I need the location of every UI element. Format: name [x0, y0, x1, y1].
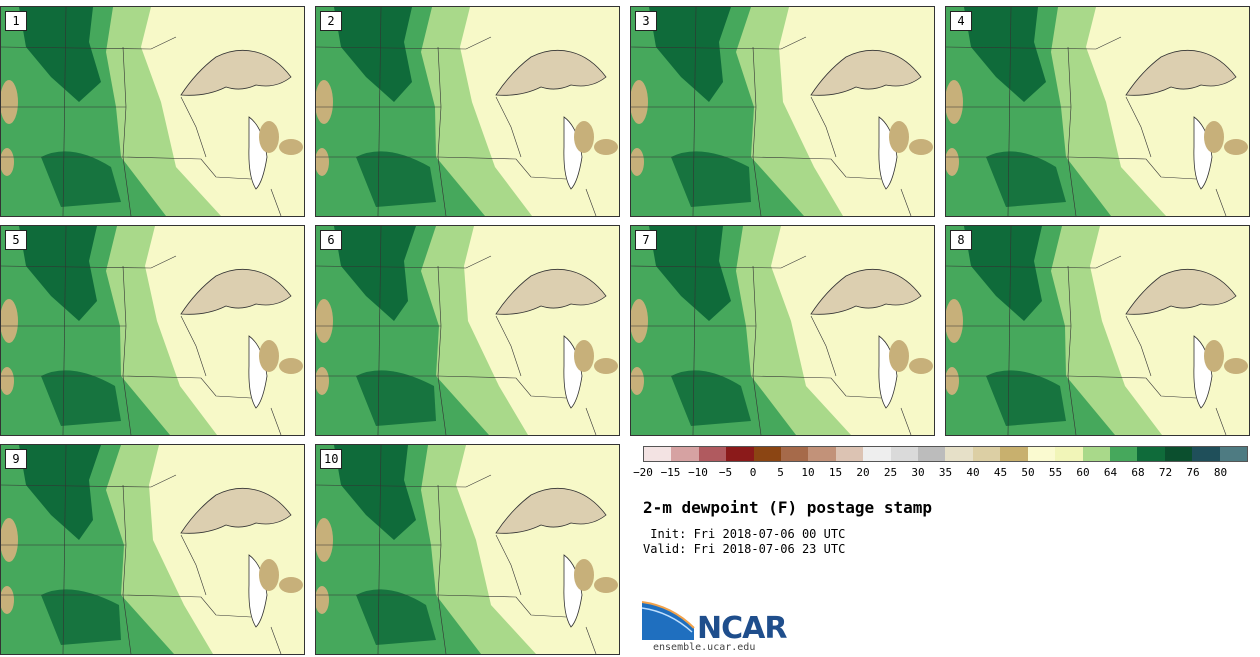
member-label-10: 10	[320, 449, 343, 469]
colorbar-tick-7: 15	[828, 466, 843, 479]
colorbar-tick-0: −20	[633, 466, 653, 479]
dewpoint-map	[316, 445, 619, 654]
colorbar-swatch-5	[781, 447, 809, 461]
member-label-3: 3	[635, 11, 657, 31]
colorbar-ticks: −20 −15 −10 −5 0 5 10 15 20 25 30 35 40 45 50 55 60 64 68 7…	[633, 466, 1248, 480]
dewpoint-map	[1, 226, 304, 435]
member-label-2: 2	[320, 11, 342, 31]
colorbar-tick-20: 76	[1186, 466, 1200, 479]
colorbar-swatch-16	[1082, 447, 1110, 461]
colorbar	[643, 446, 1248, 462]
member-panel-9: 9	[0, 444, 305, 655]
colorbar-swatch-11	[945, 447, 973, 461]
member-label-6: 6	[320, 230, 342, 250]
colorbar-swatch-17	[1109, 447, 1138, 461]
dewpoint-map	[1, 445, 304, 654]
colorbar-tick-10: 30	[911, 466, 925, 479]
colorbar-tick-11: 35	[938, 466, 953, 479]
valid-time: Valid: Fri 2018-07-06 23 UTC	[643, 542, 846, 556]
colorbar-tick-1: −15	[660, 466, 681, 479]
colorbar-tick-12: 40	[966, 466, 980, 479]
member-panel-3: 3	[630, 6, 935, 217]
colorbar-swatch-15	[1055, 447, 1083, 461]
colorbar-tick-2: −10	[688, 466, 708, 479]
colorbar-tick-5: 5	[777, 466, 784, 479]
colorbar-swatch-6	[808, 447, 836, 461]
colorbar-swatch-21	[1219, 447, 1247, 461]
member-panel-8: 8	[945, 225, 1250, 436]
colorbar-tick-21: 80	[1213, 466, 1228, 479]
dewpoint-map	[946, 7, 1249, 216]
ncar-wordmark: NCAR	[697, 611, 787, 646]
colorbar-tick-14: 50	[1021, 466, 1035, 479]
colorbar-tick-15: 55	[1048, 466, 1063, 479]
ncar-logo-icon	[642, 601, 695, 640]
dewpoint-map	[316, 7, 619, 216]
colorbar-swatch-12	[972, 447, 1001, 461]
colorbar-tick-17: 64	[1103, 466, 1118, 479]
colorbar-swatch-19	[1164, 447, 1193, 461]
member-panel-7: 7	[630, 225, 935, 436]
member-label-8: 8	[950, 230, 972, 250]
member-panel-10: 10	[315, 444, 620, 655]
colorbar-swatch-8	[863, 447, 891, 461]
colorbar-swatch-9	[890, 447, 919, 461]
logo-url: ensemble.ucar.edu	[653, 642, 756, 653]
member-label-5: 5	[5, 230, 27, 250]
colorbar-swatch-3	[726, 447, 754, 461]
member-label-7: 7	[635, 230, 657, 250]
member-panel-4: 4	[945, 6, 1250, 217]
dewpoint-map	[946, 226, 1249, 435]
colorbar-tick-9: 25	[883, 466, 898, 479]
colorbar-swatch-13	[1000, 447, 1028, 461]
member-panel-5: 5	[0, 225, 305, 436]
colorbar-tick-3: −5	[718, 466, 733, 479]
member-panel-2: 2	[315, 6, 620, 217]
colorbar-swatch-2	[698, 447, 727, 461]
colorbar-swatch-20	[1192, 447, 1220, 461]
colorbar-swatch-4	[753, 447, 782, 461]
member-label-9: 9	[5, 449, 27, 469]
colorbar-tick-19: 72	[1158, 466, 1173, 479]
init-time: Init: Fri 2018-07-06 00 UTC	[643, 527, 846, 541]
colorbar-tick-4: 0	[749, 466, 757, 479]
colorbar-swatch-0	[644, 447, 672, 461]
colorbar-swatch-10	[918, 447, 946, 461]
dewpoint-map	[1, 7, 304, 216]
colorbar-swatch-18	[1137, 447, 1165, 461]
colorbar-tick-16: 60	[1076, 466, 1090, 479]
colorbar-tick-8: 20	[856, 466, 870, 479]
colorbar-swatch-7	[835, 447, 864, 461]
colorbar-swatch-14	[1027, 447, 1056, 461]
dewpoint-map	[631, 226, 934, 435]
dewpoint-map	[631, 7, 934, 216]
member-panel-6: 6	[315, 225, 620, 436]
colorbar-swatch-1	[671, 447, 699, 461]
colorbar-tick-13: 45	[993, 466, 1008, 479]
colorbar-tick-18: 68	[1131, 466, 1145, 479]
member-label-4: 4	[950, 11, 972, 31]
dewpoint-map	[316, 226, 619, 435]
chart-title: 2-m dewpoint (F) postage stamp	[643, 498, 932, 517]
member-label-1: 1	[5, 11, 27, 31]
colorbar-tick-6: 10	[801, 466, 815, 479]
member-panel-1: 1	[0, 6, 305, 217]
